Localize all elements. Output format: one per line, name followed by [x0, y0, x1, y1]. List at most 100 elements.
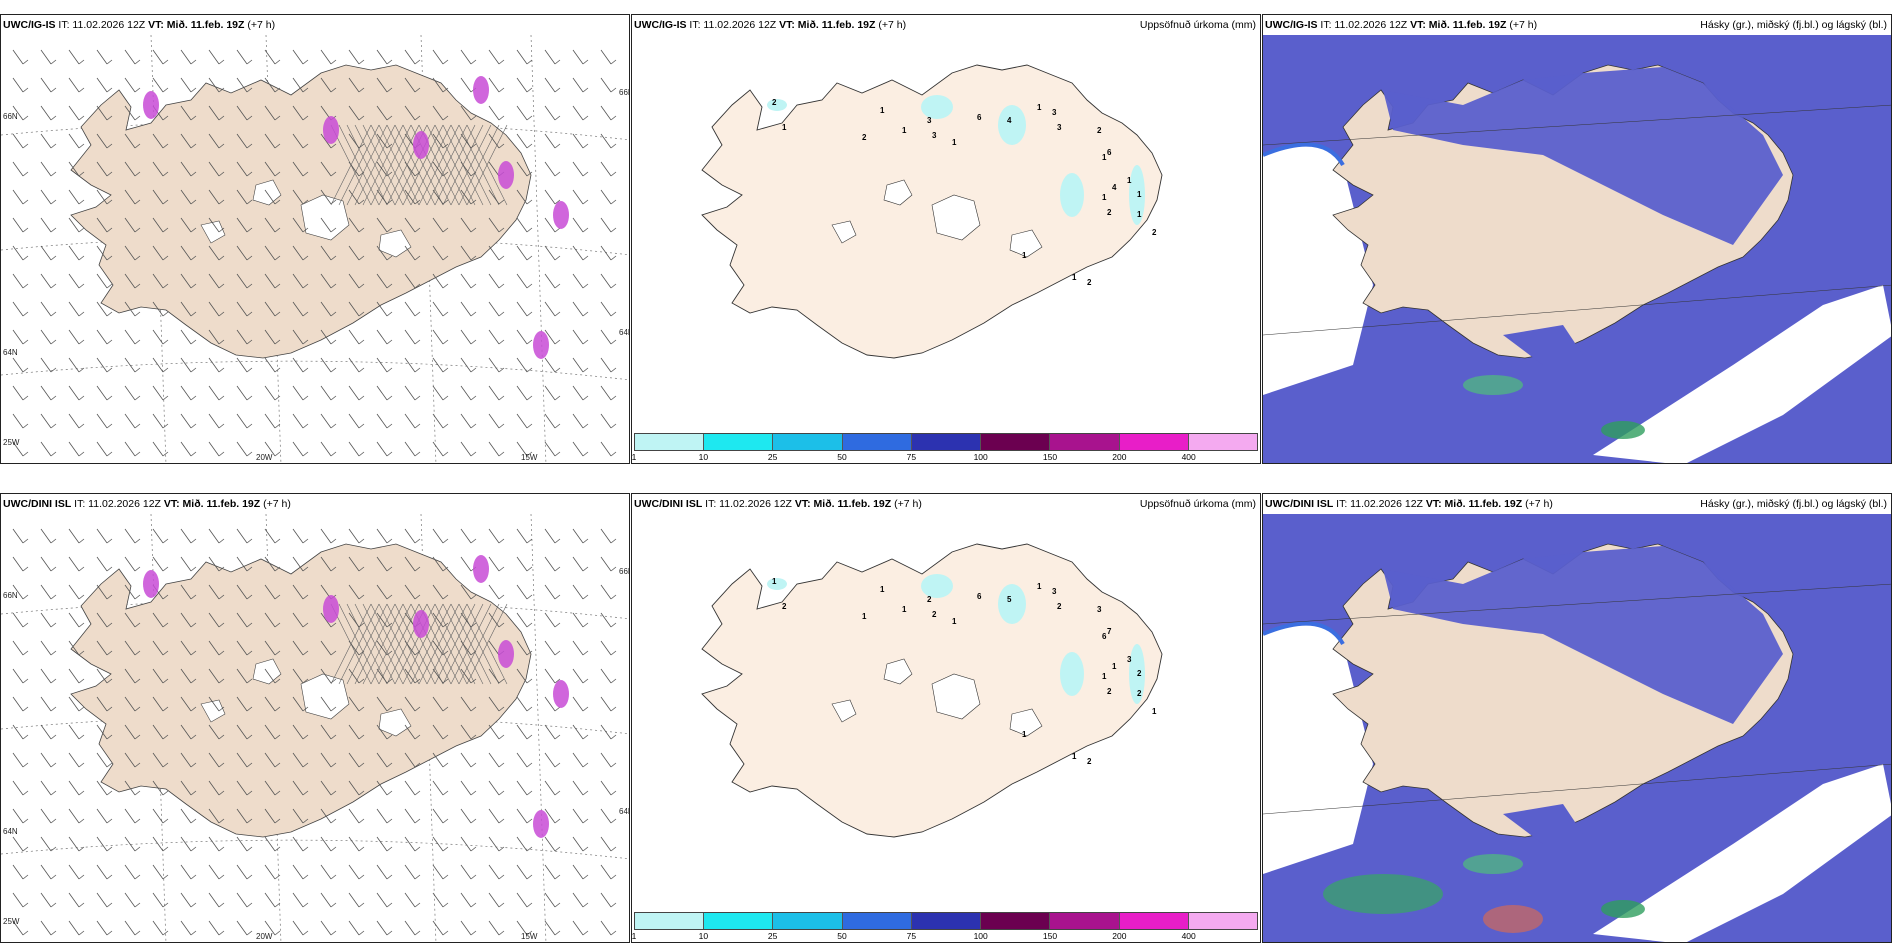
panel-wind-row1: UWC/IG-IS IT: 11.02.2026 12Z VT: Mið. 11… [0, 14, 630, 464]
accum-value: 2 [927, 595, 932, 604]
colorbar-segment [1119, 434, 1189, 450]
cloud-map [1263, 514, 1891, 942]
lat-label: 64N [3, 348, 18, 357]
accum-value: 1 [1072, 273, 1077, 282]
glacier [300, 673, 350, 720]
model-name: UWC/IG-IS [3, 19, 56, 31]
valid-time: VT: Mið. 11.feb. 19Z [1410, 19, 1507, 31]
accum-value: 1 [880, 585, 885, 594]
init-time: IT: 11.02.2026 12Z [705, 498, 792, 510]
accum-area [921, 574, 953, 598]
iceland-land [701, 64, 1163, 359]
panel-header: UWC/IG-IS IT: 11.02.2026 12Z VT: Mið. 11… [634, 19, 906, 31]
colorbar-segment [1188, 913, 1257, 929]
cloud-over-land [1383, 67, 1783, 245]
init-time: IT: 11.02.2026 12Z [1320, 19, 1408, 31]
precip-cell [413, 610, 429, 638]
panel-accum-row2: UWC/DINI ISL IT: 11.02.2026 12Z VT: Mið.… [631, 493, 1261, 943]
colorbar-tick: 200 [1112, 931, 1127, 941]
cloud-over-land [1503, 804, 1583, 844]
cloud-edge [1263, 621, 1345, 646]
glacier [200, 220, 226, 244]
lat-label: 66N [619, 567, 630, 576]
panel-header: UWC/DINI ISL IT: 11.02.2026 12Z VT: Mið.… [634, 498, 922, 510]
accum-value: 6 [1102, 632, 1107, 641]
accum-value: 2 [1152, 228, 1157, 237]
precip-cell [473, 76, 489, 104]
precip-cell [143, 91, 159, 119]
accum-value: 2 [1087, 278, 1092, 287]
lon-label: 20W [256, 932, 273, 941]
wind-barbs [12, 528, 617, 936]
cloud-edge [1263, 142, 1345, 167]
colorbar-tick: 200 [1112, 452, 1127, 462]
graticule [1263, 763, 1891, 815]
colorbar-tick: 400 [1181, 452, 1196, 462]
colorbar-tick: 10 [698, 931, 709, 941]
colorbar-tick: 50 [837, 452, 847, 462]
colorbar-tick: 25 [767, 931, 778, 941]
precip-cell [473, 555, 489, 583]
colorbar-segment [1188, 434, 1257, 450]
low-cloud [1463, 375, 1523, 395]
accum-value: 1 [782, 123, 787, 132]
low-cloud [1323, 874, 1443, 914]
colorbar-segment [981, 913, 1051, 929]
init-time: IT: 11.02.2026 12Z [58, 19, 146, 31]
panel-accum-row1: UWC/IG-IS IT: 11.02.2026 12Z VT: Mið. 11… [631, 14, 1261, 464]
init-time: IT: 11.02.2026 12Z [1336, 498, 1423, 510]
accum-value: 2 [1057, 602, 1062, 611]
lead-time: (+7 h) [1509, 19, 1538, 31]
accum-value: 2 [1107, 208, 1112, 217]
lead-time: (+7 h) [263, 498, 291, 510]
colorbar-segment [1050, 913, 1120, 929]
accum-value: 5 [1007, 595, 1012, 604]
lead-time: (+7 h) [1525, 498, 1553, 510]
precip-cell [498, 161, 514, 189]
colorbar-tick: 150 [1042, 931, 1058, 941]
accum-value: 1 [1037, 103, 1042, 112]
low-cloud [1463, 854, 1523, 874]
valid-time: VT: Mið. 11.feb. 19Z [1425, 498, 1523, 510]
colorbar-segment [635, 434, 705, 450]
model-name: UWC/IG-IS [1265, 19, 1318, 31]
precip-cell [413, 131, 429, 159]
wind-map: 66N 64N 20W 15W 25W 66N 64N [1, 35, 630, 463]
panel-header: UWC/DINI ISL IT: 11.02.2026 12Z VT: Mið.… [3, 498, 291, 510]
precip-cell [323, 116, 339, 144]
precip-cell [533, 331, 549, 359]
accum-value: 3 [1057, 123, 1062, 132]
colorbar-tick: 75 [906, 931, 917, 941]
colorbar-segment [1119, 913, 1189, 929]
accum-value: 1 [902, 126, 907, 135]
accum-area [1060, 173, 1084, 217]
accum-area [998, 105, 1026, 145]
colorbar-tick: 10 [698, 452, 709, 462]
accum-area [767, 99, 787, 111]
panel-title: Uppsöfnuð úrkoma (mm) [1139, 19, 1256, 31]
cloud-gap [1593, 285, 1891, 463]
hatched-area [330, 124, 508, 206]
lon-label: 15W [521, 932, 538, 941]
accum-value: 1 [902, 605, 907, 614]
accum-value: 2 [782, 602, 787, 611]
glacier [1009, 229, 1043, 258]
iceland-land [70, 543, 532, 838]
accum-value: 3 [1097, 605, 1102, 614]
valid-time: VT: Mið. 11.feb. 19Z [163, 498, 261, 510]
corner-label: 25W [3, 438, 20, 447]
accum-value: 6 [977, 592, 982, 601]
cloud-over-land [1503, 325, 1583, 365]
model-name: UWC/DINI ISL [1265, 498, 1334, 510]
colorbar-segment [911, 913, 982, 929]
valid-time: VT: Mið. 11.feb. 19Z [794, 498, 892, 510]
colorbar-segment [981, 434, 1051, 450]
accum-value: 3 [1052, 108, 1057, 117]
accum-value: 1 [952, 138, 957, 147]
lat-label: 64N [619, 328, 630, 337]
low-cloud [1601, 421, 1645, 439]
iceland-land [70, 64, 532, 359]
glacier [931, 194, 981, 241]
